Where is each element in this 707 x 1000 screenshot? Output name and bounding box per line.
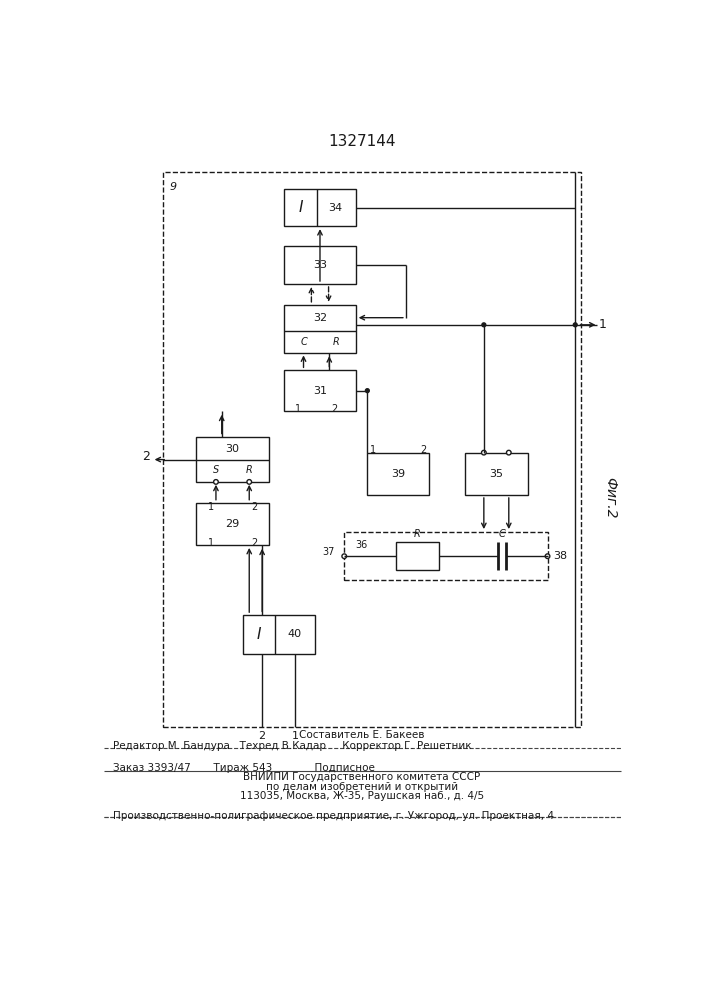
Bar [396,542,439,570]
Text: 40: 40 [288,629,302,639]
Bar [284,189,356,226]
Bar [368,453,429,495]
Text: 113035, Москва, Ж-35, Раушская наб., д. 4/5: 113035, Москва, Ж-35, Раушская наб., д. … [240,791,484,801]
Text: I: I [257,627,261,642]
Text: 9: 9 [170,182,177,192]
Text: 1: 1 [208,502,214,512]
Text: 35: 35 [489,469,503,479]
Text: 29: 29 [226,519,240,529]
Bar [465,453,527,495]
Text: Фиг.2: Фиг.2 [603,477,617,518]
Text: 2: 2 [421,445,426,455]
Text: R: R [414,529,421,539]
Bar [284,246,356,284]
Text: 33: 33 [313,260,327,270]
Text: по делам изобретений и открытий: по делам изобретений и открытий [266,782,458,792]
Circle shape [214,480,218,484]
Text: Редактор М. Бандура   Техред В.Кадар     Корректор Г. Решетник: Редактор М. Бандура Техред В.Кадар Корре… [113,741,472,751]
Bar [284,370,356,411]
Bar [243,615,315,654]
Text: 31: 31 [313,386,327,396]
Text: 1: 1 [599,318,607,331]
Text: 36: 36 [355,540,367,550]
Text: 34: 34 [329,203,343,213]
Text: 2: 2 [259,731,266,741]
Circle shape [366,389,369,393]
Circle shape [482,323,486,327]
Bar [284,305,356,353]
Text: 2: 2 [142,450,151,463]
Bar [197,437,269,482]
Text: R: R [333,337,340,347]
Text: Заказ 3393/47       Тираж 543             Подписное: Заказ 3393/47 Тираж 543 Подписное [113,763,375,773]
Text: 39: 39 [391,469,405,479]
Bar [197,503,269,545]
Text: ВНИИПИ Государственного комитета СССР: ВНИИПИ Государственного комитета СССР [243,772,481,782]
Text: R: R [246,465,252,475]
Text: 1327144: 1327144 [328,134,396,149]
Circle shape [481,450,486,455]
Text: 1: 1 [295,404,301,414]
Text: 37: 37 [322,547,335,557]
Text: Производственно-полиграфическое предприятие, г. Ужгород, ул. Проектная, 4: Производственно-полиграфическое предприя… [113,811,554,821]
Circle shape [545,554,550,559]
Circle shape [342,554,346,559]
Text: C: C [300,337,307,347]
Text: 1: 1 [208,538,214,548]
Text: 1: 1 [292,731,299,741]
Circle shape [247,480,252,484]
Bar [344,532,547,580]
Text: C: C [498,529,506,539]
Text: 32: 32 [313,313,327,323]
Text: S: S [213,465,219,475]
Text: 38: 38 [554,551,568,561]
Text: Составитель Е. Бакеев: Составитель Е. Бакеев [299,730,425,740]
Text: I: I [298,200,303,215]
Text: 2: 2 [332,404,338,414]
Bar [163,172,581,727]
Circle shape [573,323,577,327]
Text: 30: 30 [226,444,240,454]
Text: 2: 2 [252,502,258,512]
Text: 2: 2 [252,538,258,548]
Text: 1: 1 [370,445,376,455]
Circle shape [506,450,511,455]
